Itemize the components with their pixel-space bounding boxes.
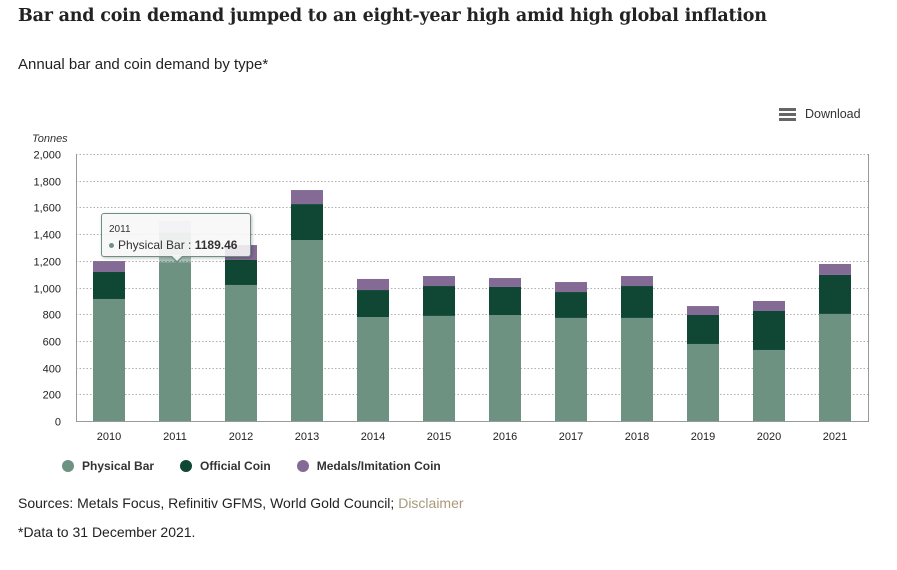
bar-medals-imitation-coin-2013[interactable] <box>291 190 323 205</box>
bar-physical-bar-2014[interactable] <box>357 317 389 421</box>
disclaimer-link[interactable]: Disclaimer <box>398 495 464 511</box>
bar-medals-imitation-coin-2017[interactable] <box>555 282 587 293</box>
bar-medals-imitation-coin-2021[interactable] <box>819 264 851 275</box>
bar-medals-imitation-coin-2010[interactable] <box>93 261 125 273</box>
bar-physical-bar-2019[interactable] <box>687 343 719 421</box>
tooltip-series: Physical Bar <box>118 238 185 252</box>
sources-note: Sources: Metals Focus, Refinitiv GFMS, W… <box>18 495 464 511</box>
chart-headline: Bar and coin demand jumped to an eight-y… <box>18 6 767 26</box>
bar-medals-imitation-coin-2014[interactable] <box>357 278 389 291</box>
legend-item-medals[interactable]: Medals/Imitation Coin <box>296 459 441 473</box>
bar-stack-2016[interactable] <box>489 278 521 421</box>
bar-stack-2010[interactable] <box>93 261 125 421</box>
bar-physical-bar-2016[interactable] <box>489 315 521 421</box>
x-tick-label: 2018 <box>625 431 649 443</box>
bar-official-coin-2020[interactable] <box>753 310 785 350</box>
bar-official-coin-2015[interactable] <box>423 286 455 316</box>
y-tick-label: 1,200 <box>33 257 61 269</box>
x-tick-label: 2010 <box>97 431 121 443</box>
bar-physical-bar-2011[interactable] <box>159 262 191 421</box>
bar-physical-bar-2013[interactable] <box>291 240 323 421</box>
bar-official-coin-2021[interactable] <box>819 274 851 314</box>
x-tick-label: 2020 <box>757 431 781 443</box>
gridlines <box>76 154 868 395</box>
legend-item-physical-bar[interactable]: Physical Bar <box>62 459 154 473</box>
tooltip-separator: : <box>184 238 195 252</box>
tooltip-year: 2011 <box>109 224 131 235</box>
legend-medals-dot-icon <box>296 460 309 472</box>
y-tick-label: 1,800 <box>33 177 61 189</box>
bar-stack-2018[interactable] <box>621 276 653 421</box>
tooltip-line: Physical Bar : 1189.46 <box>109 238 237 252</box>
bar-physical-bar-2010[interactable] <box>93 298 125 421</box>
x-tick-label: 2014 <box>361 431 385 443</box>
bar-stack-2014[interactable] <box>357 278 389 421</box>
x-tick-label: 2013 <box>295 431 319 443</box>
x-tick-label: 2012 <box>229 431 253 443</box>
bar-physical-bar-2012[interactable] <box>225 284 257 421</box>
bar-physical-bar-2015[interactable] <box>423 315 455 421</box>
stacked-bar-chart: Tonnes 0 200 400 600 800 1,000 1,200 1,400 1,600… <box>32 133 869 443</box>
y-tick-label: 2,000 <box>33 150 61 162</box>
hover-tooltip: 2011 Physical Bar : 1189.46 <box>101 213 251 263</box>
y-tick-label: 400 <box>43 364 61 376</box>
bar-official-coin-2010[interactable] <box>93 272 125 299</box>
legend-label: Physical Bar <box>82 459 155 473</box>
legend-label: Official Coin <box>200 459 271 473</box>
y-tick-label: 1,600 <box>33 203 61 215</box>
bar-official-coin-2019[interactable] <box>687 315 719 344</box>
bar-official-coin-2017[interactable] <box>555 292 587 318</box>
bar-physical-bar-2018[interactable] <box>621 317 653 421</box>
bar-medals-imitation-coin-2015[interactable] <box>423 276 455 287</box>
bar-physical-bar-2020[interactable] <box>753 349 785 421</box>
bar-medals-imitation-coin-2018[interactable] <box>621 276 653 287</box>
bar-official-coin-2013[interactable] <box>291 204 323 241</box>
chart-subtitle: Annual bar and coin demand by type* <box>18 56 269 73</box>
x-tick-label: 2016 <box>493 431 517 443</box>
bar-physical-bar-2017[interactable] <box>555 317 587 421</box>
legend-item-official-coin[interactable]: Official Coin <box>180 459 271 473</box>
download-button[interactable]: Download <box>779 107 861 121</box>
x-tick-label: 2019 <box>691 431 715 443</box>
bar-medals-imitation-coin-2020[interactable] <box>753 300 785 311</box>
bar-stack-2013[interactable] <box>291 190 323 421</box>
x-tick-label: 2011 <box>163 431 187 443</box>
bar-stack-2017[interactable] <box>555 282 587 421</box>
x-axis-ticks: 2010 2011 2012 2013 2014 2015 2016 2017 2018 2019… <box>97 431 847 443</box>
y-tick-label: 800 <box>43 310 61 322</box>
bar-stack-2019[interactable] <box>687 306 719 421</box>
legend-physical-bar-dot-icon <box>62 460 74 472</box>
y-axis-title: Tonnes <box>32 133 68 145</box>
bar-stack-2020[interactable] <box>753 300 785 421</box>
bar-official-coin-2014[interactable] <box>357 290 389 318</box>
y-tick-label: 600 <box>43 337 61 349</box>
tooltip-series-dot-icon <box>109 243 114 249</box>
download-label: Download <box>805 107 861 121</box>
tooltip-value: 1189.46 <box>194 238 238 252</box>
bar-stack-2021[interactable] <box>819 264 851 421</box>
y-tick-label: 0 <box>55 417 61 429</box>
hamburger-menu-icon <box>779 107 796 121</box>
x-tick-label: 2021 <box>823 431 847 443</box>
bar-stack-2012[interactable] <box>225 245 257 421</box>
bar-official-coin-2012[interactable] <box>225 259 257 285</box>
bar-official-coin-2018[interactable] <box>621 286 653 318</box>
x-tick-label: 2015 <box>427 431 451 443</box>
bar-official-coin-2016[interactable] <box>489 286 521 316</box>
axes <box>76 154 869 422</box>
bar-medals-imitation-coin-2016[interactable] <box>489 278 521 287</box>
bar-physical-bar-2021[interactable] <box>819 313 851 421</box>
legend-label: Medals/Imitation Coin <box>316 459 441 473</box>
y-axis-ticks: 0 200 400 600 800 1,000 1,200 1,400 1,600 1,800 2,… <box>33 150 61 429</box>
chart-legend: Physical Bar Official Coin Medals/Imitat… <box>62 459 467 473</box>
legend-official-coin-dot-icon <box>180 460 193 472</box>
y-tick-label: 1,400 <box>33 230 61 242</box>
bar-medals-imitation-coin-2019[interactable] <box>687 306 719 316</box>
x-tick-label: 2017 <box>559 431 583 443</box>
bar-stack-2015[interactable] <box>423 276 455 421</box>
sources-text: Sources: Metals Focus, Refinitiv GFMS, W… <box>18 495 399 511</box>
y-tick-label: 200 <box>43 390 61 402</box>
y-tick-label: 1,000 <box>33 284 61 296</box>
footnote: *Data to 31 December 2021. <box>18 524 196 540</box>
